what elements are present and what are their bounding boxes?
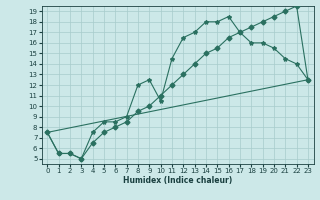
X-axis label: Humidex (Indice chaleur): Humidex (Indice chaleur) <box>123 176 232 185</box>
